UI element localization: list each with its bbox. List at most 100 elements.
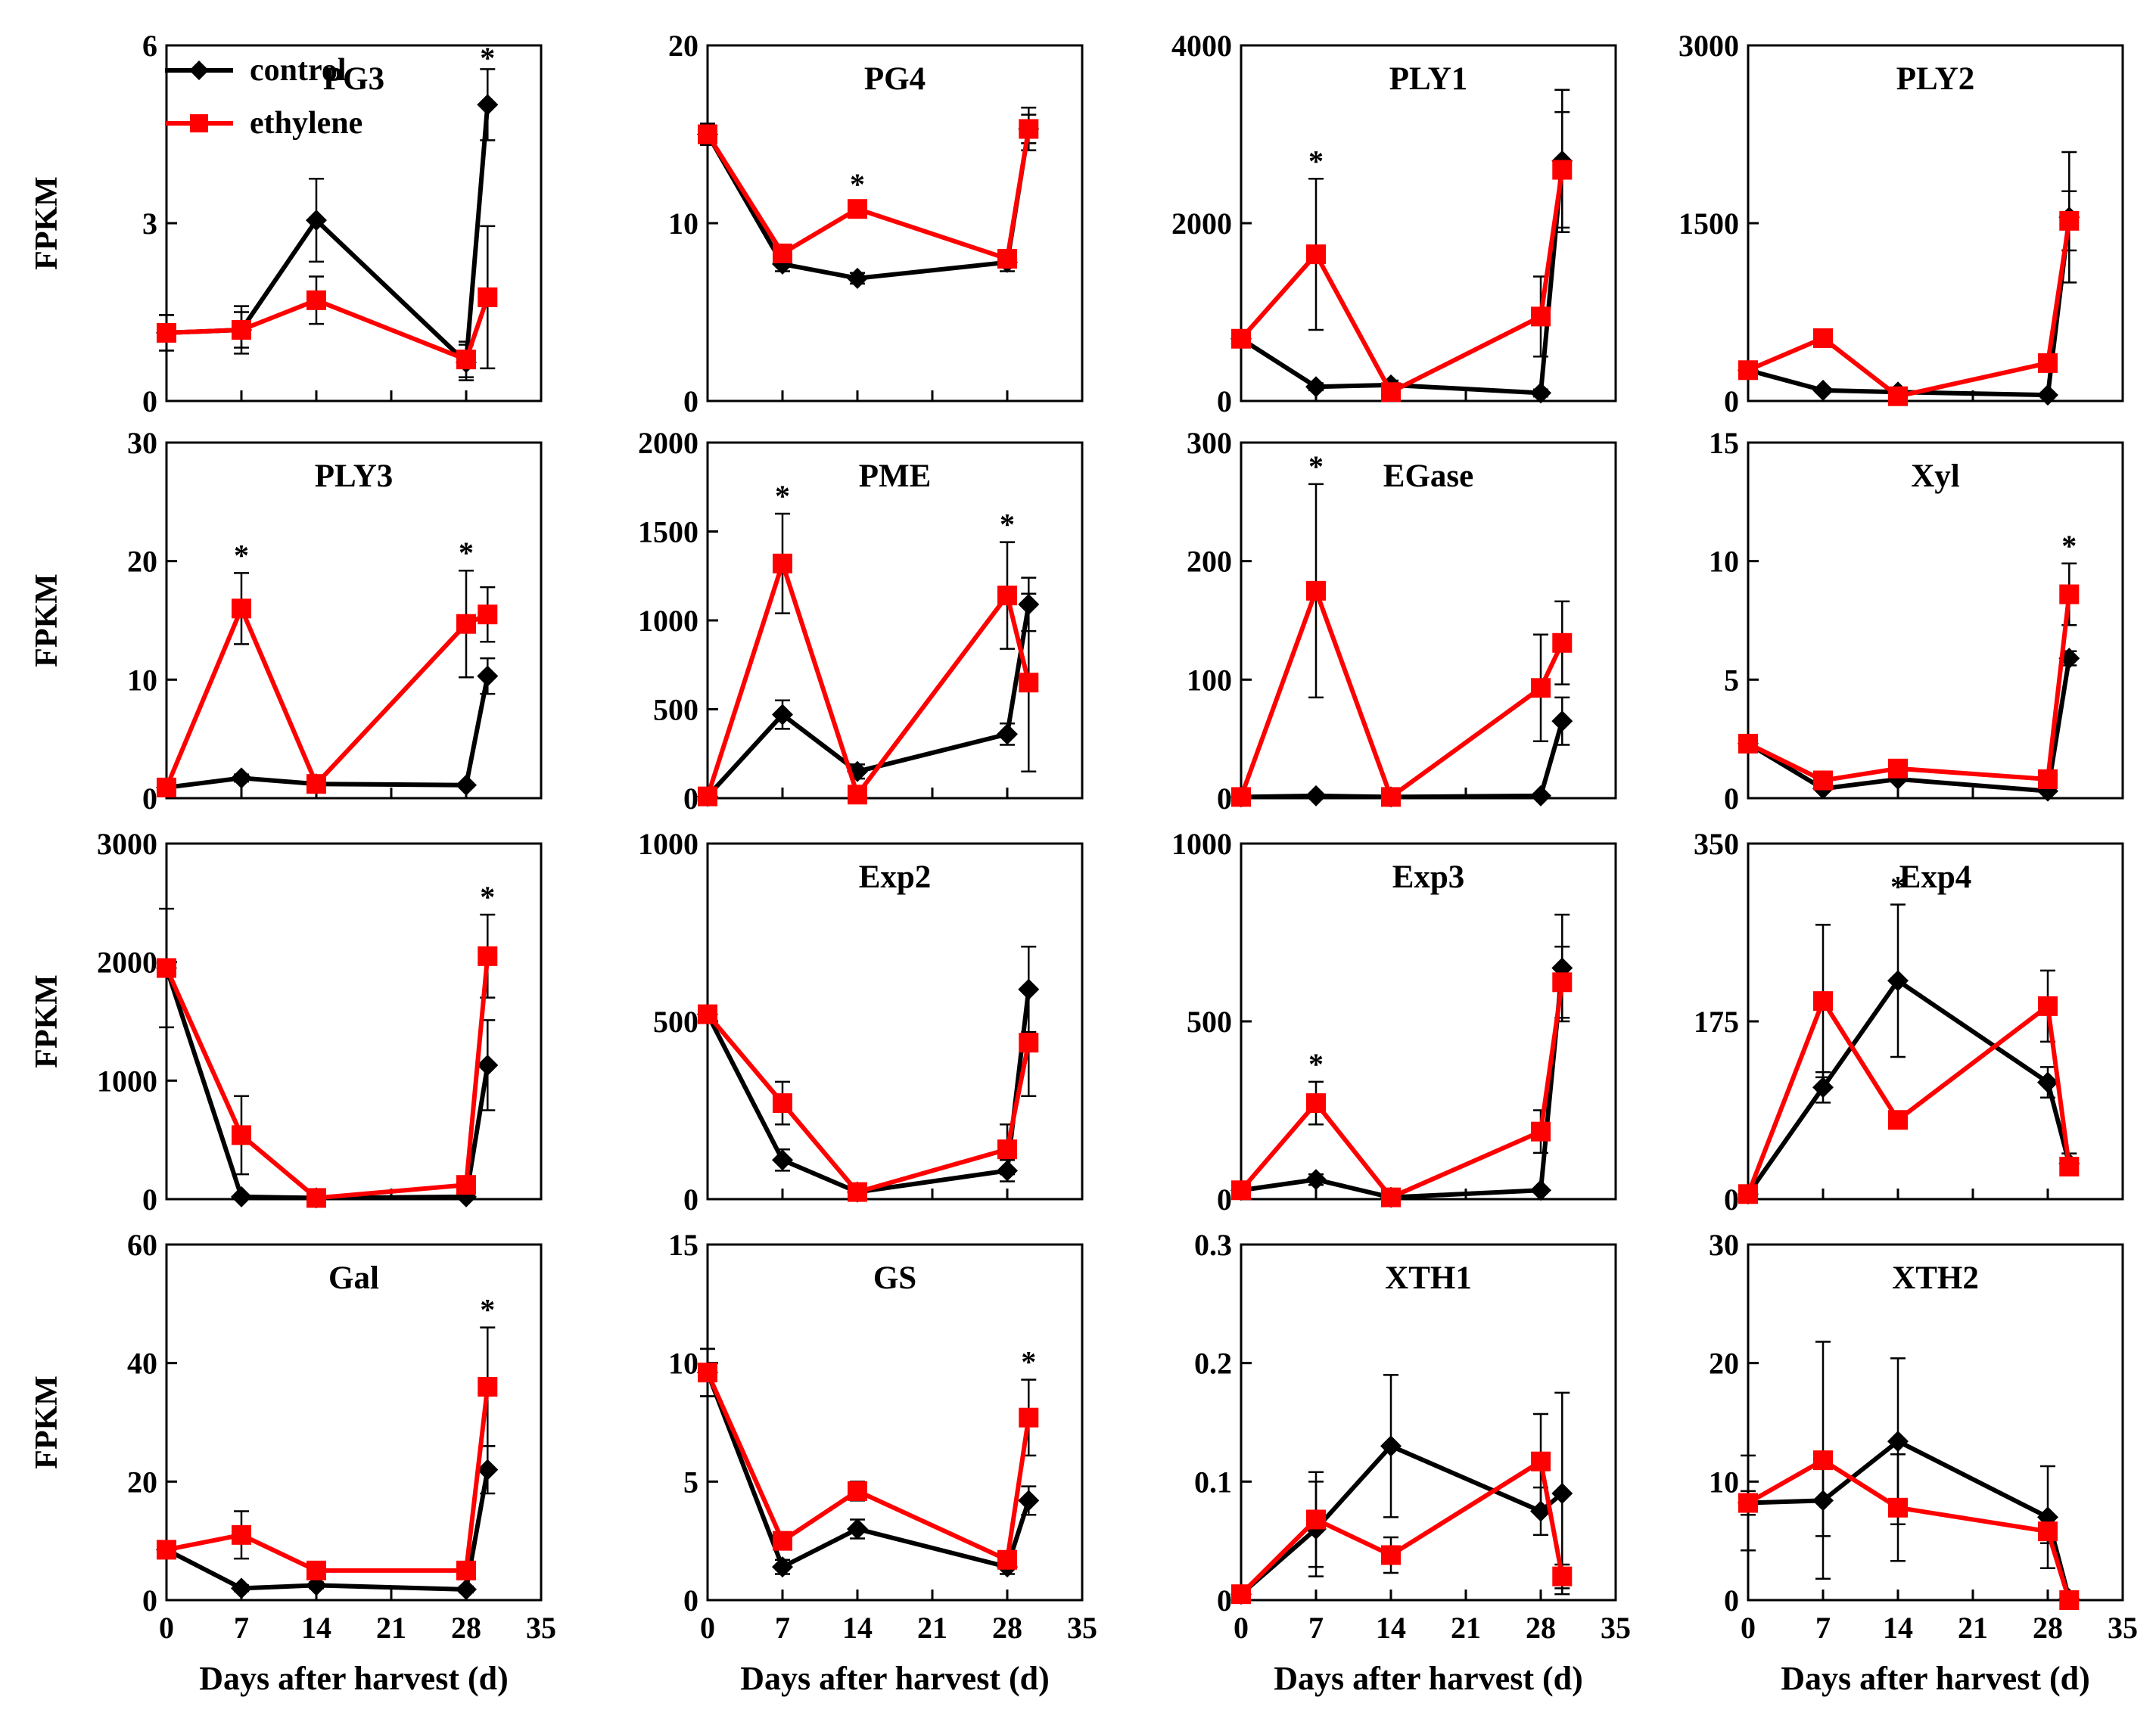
- plot-frame: [165, 1243, 543, 1602]
- data-point: [772, 704, 793, 726]
- data-point: [232, 320, 251, 340]
- y-tick-label: 3000: [97, 827, 157, 861]
- data-point: [1738, 360, 1758, 381]
- series-ethylene: [157, 913, 498, 1208]
- panel-xth2: 0 10 20 30 0 7 14 21 28 35 Days after harvest (d) X…: [1709, 1228, 2138, 1697]
- data-point: [848, 1182, 867, 1202]
- data-point: [1552, 972, 1573, 993]
- series-control: [1230, 89, 1573, 404]
- series-ethylene: [157, 1326, 498, 1580]
- data-point: [232, 1125, 251, 1145]
- data-point: [1888, 1497, 1908, 1518]
- panel-title: Exp4: [1899, 859, 1972, 895]
- data-point: [1812, 379, 1834, 401]
- data-point: [1531, 678, 1551, 698]
- y-tick-label: 1000: [97, 1064, 157, 1098]
- x-axis-label: Days after harvest (d): [740, 1660, 1050, 1697]
- y-tick-label: 30: [1709, 1228, 1739, 1262]
- y-tick-label: 10: [668, 207, 698, 241]
- data-point: [1019, 1033, 1039, 1053]
- panel-title: PG4: [864, 61, 926, 97]
- x-tick-label: 0: [700, 1611, 715, 1645]
- y-tick-label: 0.1: [1194, 1465, 1232, 1499]
- data-point: [1019, 673, 1039, 693]
- panel-pg3: 0 3 6 FPKM PG3 *: [30, 29, 543, 418]
- x-axis-label: Days after harvest (d): [1274, 1660, 1583, 1697]
- y-tick-label: 0: [1724, 782, 1739, 816]
- series-line: [164, 606, 489, 789]
- y-tick-label: 15: [668, 1228, 698, 1262]
- y-tick-label: 0: [1724, 384, 1739, 418]
- data-point: [773, 1093, 792, 1114]
- data-point: [306, 290, 326, 310]
- data-point: [2038, 996, 2058, 1016]
- data-point: [1380, 1435, 1402, 1457]
- data-point: [772, 1556, 793, 1578]
- x-tick-label: 21: [1958, 1611, 1988, 1645]
- data-point: [1305, 376, 1327, 398]
- y-tick-label: 2000: [97, 946, 157, 980]
- significance-star: *: [1308, 449, 1324, 483]
- data-point: [848, 785, 867, 805]
- y-tick-label: 0: [683, 1182, 698, 1217]
- panel-title: Exp3: [1392, 859, 1465, 895]
- significance-star: *: [1308, 144, 1324, 178]
- data-point: [848, 199, 867, 219]
- data-point: [1381, 1545, 1401, 1565]
- data-point: [1813, 1450, 1833, 1471]
- x-tick-label: 0: [1234, 1611, 1249, 1645]
- data-point: [456, 774, 477, 796]
- data-point: [1381, 1187, 1401, 1207]
- data-point: [1551, 710, 1573, 732]
- series-line: [1747, 1439, 2072, 1600]
- data-point: [1887, 1431, 1909, 1453]
- series-control: [1738, 1357, 2080, 1610]
- y-tick-label: 0: [683, 384, 698, 418]
- x-tick-label: 21: [376, 1611, 406, 1645]
- data-point: [698, 1004, 717, 1024]
- data-point: [1552, 1566, 1573, 1586]
- data-point: [2059, 584, 2080, 604]
- y-axis-label: FPKM: [30, 974, 64, 1068]
- x-tick-label: 14: [1883, 1611, 1913, 1645]
- x-tick-label: 0: [1741, 1611, 1756, 1645]
- significance-star: *: [1021, 1345, 1036, 1379]
- panel-xth1: 0 0.1 0.2 0.3 0 7 14 21 28 35 Days after harvest (…: [1194, 1228, 1631, 1697]
- data-point: [847, 267, 868, 289]
- y-tick-label: 2000: [1171, 207, 1232, 241]
- series-line: [1239, 981, 1565, 1200]
- y-tick-label: 0: [142, 782, 157, 816]
- y-tick-label: 0: [1217, 1182, 1232, 1217]
- series-line: [166, 296, 490, 362]
- panel-title: XTH2: [1892, 1260, 1979, 1296]
- plot-frame: [706, 1243, 1084, 1602]
- data-point: [306, 1560, 326, 1580]
- data-point: [1738, 1493, 1758, 1513]
- y-tick-label: 2000: [638, 426, 698, 460]
- series-ethylene: [157, 569, 498, 797]
- series-control: [156, 1445, 499, 1600]
- data-point: [456, 1560, 476, 1580]
- y-tick-label: 10: [668, 1347, 698, 1381]
- series-line: [1239, 169, 1565, 395]
- data-point: [478, 287, 498, 307]
- significance-star: *: [1000, 508, 1015, 542]
- data-point: [997, 1139, 1017, 1160]
- data-point: [1531, 1451, 1551, 1472]
- series-ethylene: [1231, 110, 1573, 402]
- panel-exp3: 0 500 1000 Exp3 *: [1171, 827, 1617, 1217]
- data-point: [997, 249, 1017, 269]
- data-point: [1019, 1407, 1039, 1428]
- x-tick-label: 35: [1601, 1611, 1631, 1645]
- panel-title: Exp2: [859, 859, 932, 895]
- y-tick-label: 0: [1217, 782, 1232, 816]
- panel-title: Gal: [328, 1260, 379, 1296]
- series-ethylene: [1231, 946, 1573, 1207]
- panel-title: PLY1: [1389, 61, 1468, 97]
- series-line: [1240, 1444, 1564, 1596]
- data-point: [2038, 769, 2058, 789]
- series-control: [1230, 913, 1573, 1208]
- data-point: [1530, 382, 1551, 404]
- data-point: [1888, 1110, 1908, 1130]
- data-point: [698, 1363, 717, 1383]
